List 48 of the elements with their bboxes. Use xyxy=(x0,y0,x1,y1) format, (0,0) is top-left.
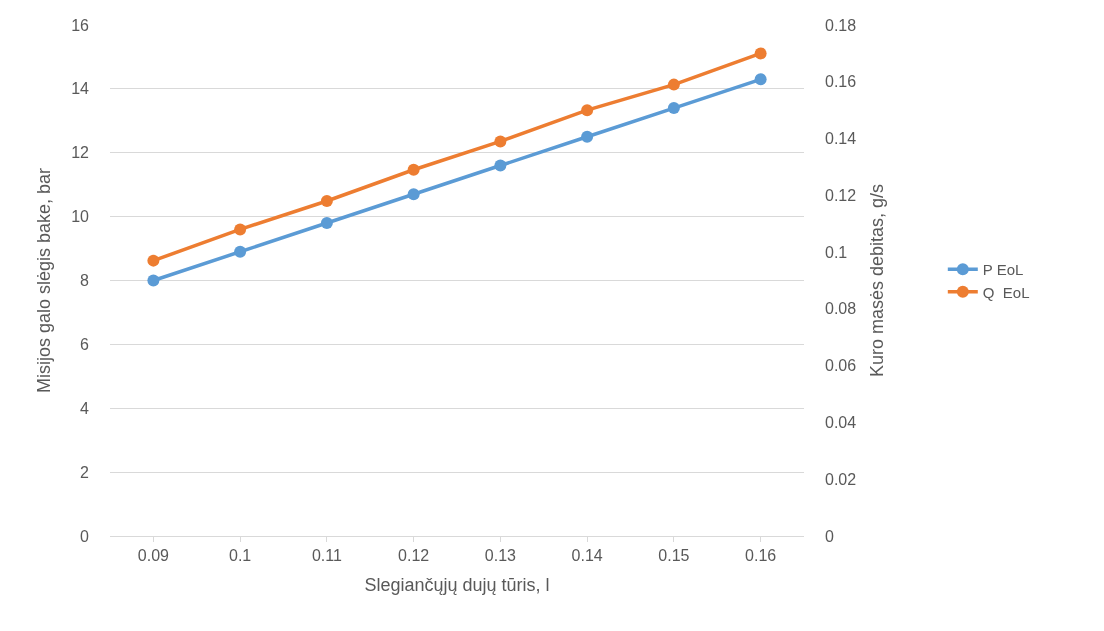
point xyxy=(667,102,680,115)
y2-tick-label: 0.16 xyxy=(825,73,857,91)
point xyxy=(320,195,333,207)
point xyxy=(234,223,247,236)
y2-tick-label: 0.14 xyxy=(825,130,857,148)
legend-label: P EoL xyxy=(982,261,1024,279)
point xyxy=(234,245,247,258)
x-tick-label: 0.13 xyxy=(484,547,517,565)
y2-tick-label: 0.1 xyxy=(825,243,848,261)
y2-tick-label: 0.06 xyxy=(825,357,857,375)
point xyxy=(147,274,160,287)
point xyxy=(407,163,420,176)
y-axis-title: Misijos galo slėgis bake, bar xyxy=(34,167,55,394)
x-tick-label: 0.1 xyxy=(229,547,252,565)
y2-axis-title: Kuro masės debitas, g/s xyxy=(867,183,888,378)
y-tick-label: 4 xyxy=(80,399,90,417)
point xyxy=(147,254,160,267)
y-tick-label: 12 xyxy=(71,144,90,162)
y2-tick-label: 0.12 xyxy=(825,186,857,204)
y2-tick-label: 0.04 xyxy=(825,414,857,432)
y-tick-label: 16 xyxy=(71,16,90,34)
x-tick-label: 0.11 xyxy=(311,547,342,565)
y2-tick-label: 0.08 xyxy=(825,300,857,318)
point xyxy=(494,159,507,172)
y-tick-label: 2 xyxy=(80,463,90,481)
point xyxy=(754,73,767,86)
legend-label: Q EoL xyxy=(982,283,1030,301)
y-tick-label: 8 xyxy=(80,272,90,290)
x-axis-title: Slegiančųjų dujų tūris, l xyxy=(364,575,550,596)
x-tick-label: 0.14 xyxy=(571,547,603,565)
point xyxy=(581,104,594,117)
point xyxy=(494,135,507,148)
x-tick-label: 0.12 xyxy=(398,547,430,565)
point xyxy=(667,78,680,91)
x-tick-label: 0.09 xyxy=(137,547,170,565)
x-tick-label: 0.15 xyxy=(658,547,690,565)
y2-tick-label: 0.02 xyxy=(825,470,857,488)
y-tick-label: 0 xyxy=(80,527,90,545)
y-tick-label: 14 xyxy=(71,80,90,98)
x-tick-label: 0.16 xyxy=(745,547,777,565)
point xyxy=(320,217,333,229)
point xyxy=(581,130,594,143)
point xyxy=(754,47,767,60)
y2-tick-label: 0 xyxy=(825,527,834,545)
y-tick-label: 6 xyxy=(80,335,90,353)
y2-tick-label: 0.18 xyxy=(825,16,857,34)
y-tick-label: 10 xyxy=(71,208,90,226)
point xyxy=(407,188,420,201)
